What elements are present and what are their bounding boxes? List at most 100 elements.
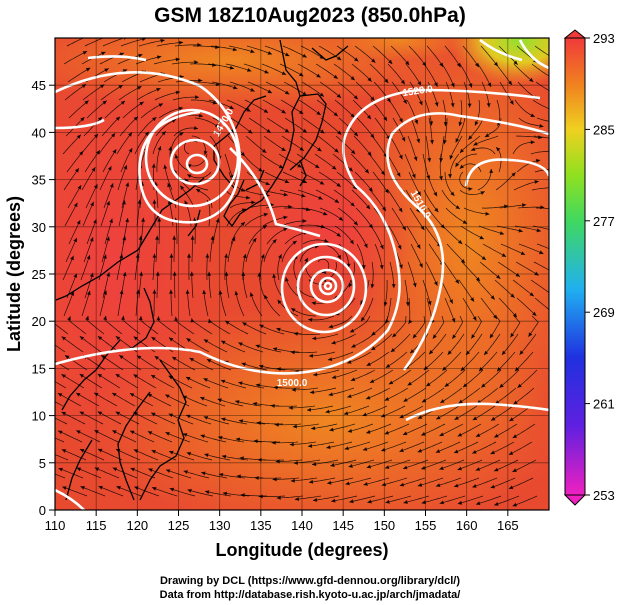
streamline-arrow xyxy=(139,271,144,276)
streamline xyxy=(171,61,199,65)
streamline xyxy=(218,473,246,479)
streamline xyxy=(457,495,484,505)
streamline-arrow xyxy=(252,401,257,406)
streamline-arrow xyxy=(515,272,520,277)
streamline xyxy=(221,418,248,425)
streamline-arrow xyxy=(398,207,403,213)
streamline xyxy=(266,117,290,133)
streamline xyxy=(220,340,246,353)
streamline xyxy=(473,135,499,146)
streamline-arrow xyxy=(399,448,404,453)
streamline xyxy=(495,172,516,191)
streamline xyxy=(76,430,101,443)
streamline-arrow xyxy=(397,245,402,250)
streamline-arrow xyxy=(49,317,53,322)
streamline xyxy=(439,423,464,437)
streamline xyxy=(315,189,340,204)
streamline xyxy=(380,405,406,418)
streamline xyxy=(421,495,448,504)
streamline xyxy=(66,38,85,47)
streamline-arrow xyxy=(265,181,270,186)
streamline xyxy=(279,63,304,77)
streamline xyxy=(350,369,376,381)
streamline-arrow xyxy=(246,68,252,72)
streamline xyxy=(147,393,172,407)
streamline xyxy=(248,224,268,245)
streamline xyxy=(459,189,485,195)
streamline xyxy=(264,45,290,57)
streamline xyxy=(134,486,160,497)
streamline xyxy=(512,459,537,473)
streamline-arrow xyxy=(331,375,337,379)
streamline-arrow xyxy=(383,301,388,307)
streamline-arrow xyxy=(190,235,195,240)
streamline-arrow xyxy=(73,273,78,278)
streamline-arrow xyxy=(312,462,317,467)
streamline xyxy=(187,171,212,179)
streamline-arrow xyxy=(450,82,455,88)
streamline xyxy=(384,279,388,307)
streamline xyxy=(292,423,320,428)
streamline xyxy=(259,324,285,335)
streamline xyxy=(285,277,302,299)
streamline xyxy=(534,297,549,310)
streamline-arrow xyxy=(214,123,220,128)
streamline-arrow xyxy=(94,392,99,397)
streamline-arrow xyxy=(229,65,234,70)
streamline xyxy=(81,167,96,191)
streamline-arrow xyxy=(318,195,323,200)
streamline xyxy=(307,441,335,447)
streamline xyxy=(175,316,195,335)
streamline xyxy=(496,351,516,372)
streamline xyxy=(289,441,317,446)
streamline xyxy=(306,405,334,411)
streamline-arrow xyxy=(221,417,226,422)
streamline xyxy=(498,297,518,318)
y-tick-label: 30 xyxy=(32,220,46,235)
streamline xyxy=(208,271,212,299)
streamline-arrow xyxy=(136,289,140,294)
streamline xyxy=(191,99,218,105)
streamline xyxy=(115,448,141,461)
streamline-arrow xyxy=(439,62,444,67)
streamline-arrow xyxy=(283,192,288,197)
streamline-arrow xyxy=(450,103,455,108)
streamline xyxy=(326,441,353,449)
streamline-arrow xyxy=(454,483,459,488)
streamline xyxy=(428,117,433,145)
streamline xyxy=(455,153,478,168)
streamline xyxy=(337,81,359,100)
streamline xyxy=(462,297,477,321)
colorbar-tick-label: 261 xyxy=(593,397,615,412)
streamline-arrow xyxy=(481,383,486,388)
streamline-arrow xyxy=(247,129,253,134)
streamline xyxy=(432,315,445,339)
streamline xyxy=(55,344,66,353)
streamline xyxy=(363,477,390,486)
streamline-arrow xyxy=(329,427,334,432)
streamline xyxy=(242,272,248,299)
streamline xyxy=(426,369,448,387)
streamline-arrow xyxy=(399,482,405,487)
streamline-arrow xyxy=(259,324,264,329)
streamline xyxy=(55,401,64,407)
streamline-arrow xyxy=(138,235,143,240)
streamline xyxy=(279,189,306,198)
streamline xyxy=(461,261,481,282)
streamline-arrow xyxy=(499,231,505,235)
streamline xyxy=(299,245,319,263)
streamline xyxy=(463,207,490,215)
streamline-arrow xyxy=(381,447,386,452)
streamline-arrow xyxy=(331,340,336,345)
streamline xyxy=(464,243,487,261)
streamline xyxy=(61,336,84,353)
streamline xyxy=(305,257,316,281)
streamline xyxy=(347,423,374,433)
streamline-arrow xyxy=(232,47,237,52)
streamline-arrow xyxy=(512,434,518,438)
streamline-arrow xyxy=(311,426,316,431)
streamline-arrow xyxy=(128,148,133,153)
streamline-arrow xyxy=(371,331,376,336)
streamline xyxy=(116,486,142,497)
streamline-arrow xyxy=(473,141,478,146)
